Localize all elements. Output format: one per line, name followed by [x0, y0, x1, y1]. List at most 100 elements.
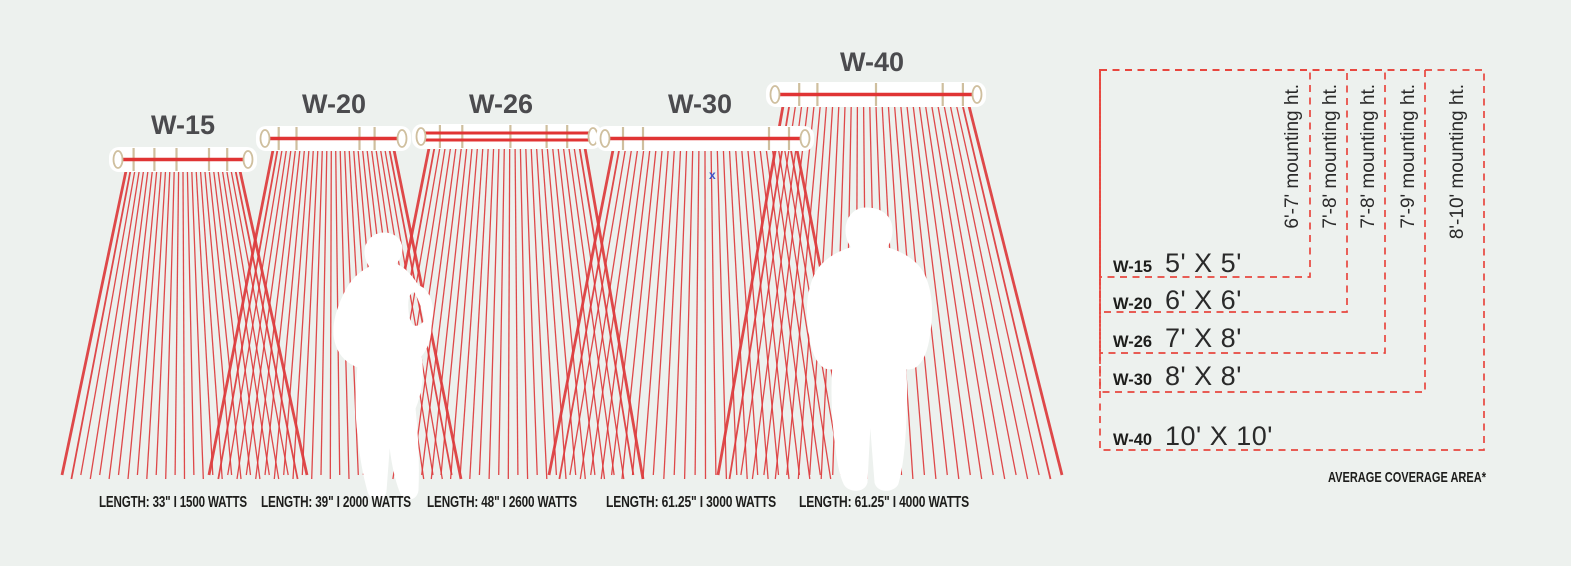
heat-ray — [207, 149, 275, 476]
model-spec: LENGTH: 39" I 2000 WATTS — [261, 494, 411, 511]
heat-ray — [777, 149, 832, 480]
end-cap — [396, 129, 408, 148]
heat-ray — [519, 147, 529, 480]
heat-ray — [117, 170, 153, 476]
heat-ray — [961, 105, 1052, 480]
heat-ray — [478, 147, 495, 476]
heat-ray — [949, 105, 1029, 480]
heat-ray — [716, 105, 785, 476]
heat-ray — [931, 105, 994, 476]
mounting-height-header: 6'-7' mounting ht. — [1282, 84, 1303, 229]
heat-ray — [469, 147, 489, 480]
heater-fixture — [596, 126, 814, 151]
end-cap — [769, 85, 781, 104]
table-row-coverage: 7' X 8' — [1165, 323, 1242, 353]
heat-ray — [329, 149, 332, 480]
heat-ray — [70, 170, 132, 480]
heat-ray — [255, 149, 297, 480]
heat-ray — [384, 149, 443, 480]
heat-ray — [535, 147, 558, 476]
end-cap — [799, 129, 811, 148]
heat-ray — [569, 149, 626, 476]
heat-ray — [786, 105, 821, 476]
model-label: W-15 — [151, 110, 215, 140]
heat-ray — [186, 170, 195, 476]
heat-ray — [600, 149, 645, 480]
heat-ray — [747, 149, 780, 476]
heat-ray — [155, 170, 171, 476]
mounting-height-header: 8'-10' mounting ht. — [1447, 84, 1468, 239]
end-cap — [415, 127, 427, 146]
heat-ray — [449, 147, 479, 480]
heat-ray — [546, 147, 577, 476]
end-cap — [242, 150, 254, 169]
heat-ray — [136, 170, 162, 476]
heater-fixture — [766, 82, 986, 107]
heat-ray — [525, 147, 538, 476]
table-row-coverage: 6' X 6' — [1165, 285, 1242, 315]
heat-ray — [264, 149, 301, 476]
mounting-height-header: 7'-9' mounting ht. — [1398, 84, 1419, 229]
heat-ray — [763, 105, 809, 476]
heat-ray — [440, 147, 473, 476]
heat-ray — [273, 149, 306, 480]
table-row-model: W-20 — [1113, 295, 1152, 313]
heat-ray — [507, 147, 511, 480]
person-silhouette-man — [806, 207, 933, 491]
heat-ray — [388, 149, 453, 476]
end-cap — [259, 129, 271, 148]
model-label: W-30 — [668, 89, 732, 119]
heat-ray — [213, 170, 252, 476]
heat-ray — [918, 105, 971, 476]
table-row-model: W-26 — [1113, 333, 1152, 351]
end-cap — [971, 85, 983, 104]
heat-ray — [967, 105, 1064, 476]
mounting-height-header: 7'-8' mounting ht. — [1320, 84, 1341, 229]
heat-ray — [292, 149, 314, 480]
heat-ray — [488, 147, 500, 480]
heat-ray — [89, 170, 140, 480]
heat-ray — [80, 170, 136, 476]
heat-ray — [924, 105, 983, 480]
heat-ray — [704, 149, 707, 480]
heat-ray — [753, 149, 790, 480]
heat-ray — [694, 149, 700, 476]
coverage-footnote: AVERAGE COVERAGE AREA* — [1328, 469, 1486, 486]
heater-fixture — [412, 124, 602, 149]
heat-ray — [955, 105, 1040, 476]
heat-ray — [165, 170, 175, 480]
heat-ray — [937, 105, 1006, 480]
heater-housing — [412, 124, 602, 149]
model-label: W-40 — [840, 47, 904, 77]
heat-ray — [573, 147, 625, 480]
heat-ray — [568, 147, 615, 476]
heat-ray — [728, 105, 791, 480]
heat-ray — [774, 105, 815, 480]
model-label: W-26 — [469, 89, 533, 119]
heat-ray — [943, 105, 1017, 476]
heat-ray — [283, 149, 310, 476]
model-spec: LENGTH: 61.25" I 4000 WATTS — [799, 494, 969, 511]
heat-ray — [146, 170, 167, 480]
heat-ray — [217, 149, 279, 480]
mounting-height-header: 7'-8' mounting ht. — [1358, 84, 1379, 229]
heat-ray — [663, 149, 682, 480]
heat-ray — [421, 147, 462, 476]
heat-ray — [590, 149, 639, 476]
heat-fans-layer — [60, 105, 1064, 480]
heat-ray — [320, 149, 328, 476]
heaters-layer — [109, 82, 986, 172]
model-spec: LENGTH: 48" I 2600 WATTS — [427, 494, 577, 511]
heat-ray — [311, 149, 323, 480]
heat-ray — [710, 149, 717, 476]
labels-layer: W-15 LENGTH: 33" I 1500 WATTS W-20 LENGTH: … — [99, 47, 969, 511]
heat-ray — [610, 149, 651, 476]
heat-ray — [236, 149, 288, 480]
heat-ray — [631, 149, 663, 476]
model-spec: LENGTH: 61.25" I 3000 WATTS — [606, 494, 776, 511]
heat-ray — [558, 149, 620, 480]
table-row-model: W-40 — [1113, 431, 1152, 449]
heat-ray — [740, 105, 797, 476]
heat-ray — [514, 147, 519, 476]
